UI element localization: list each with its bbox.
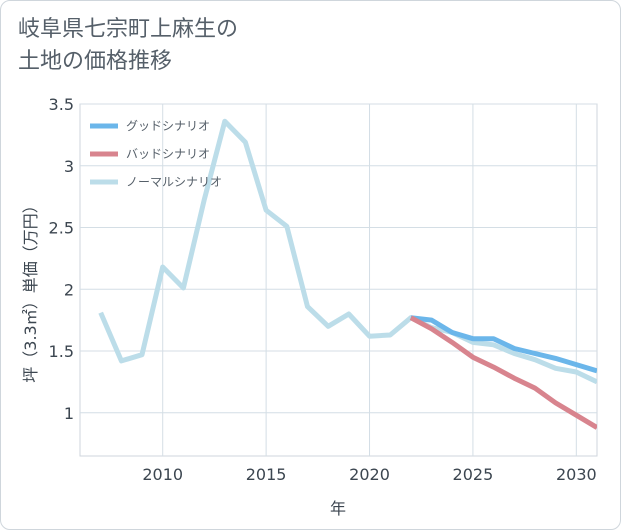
x-tick-label: 2010	[142, 465, 183, 484]
x-tick-label: 2025	[453, 465, 494, 484]
y-tick-label: 2.5	[49, 219, 74, 238]
chart-title-line-1: 岐阜県七宗町上麻生の	[18, 17, 239, 42]
x-axis-label: 年	[330, 499, 346, 518]
chart-title: 岐阜県七宗町上麻生の 土地の価格推移	[18, 14, 578, 78]
series-line	[409, 315, 597, 430]
chart-title-line-2: 土地の価格推移	[18, 49, 173, 74]
series-lines	[98, 118, 597, 430]
legend-label: ノーマルシナリオ	[126, 175, 222, 189]
y-tick-label: 1	[64, 404, 74, 423]
y-tick-label: 2	[64, 280, 74, 299]
series-line	[98, 118, 597, 385]
y-tick-label: 3	[64, 157, 74, 176]
series-line	[410, 315, 597, 374]
x-tick-label: 2020	[349, 465, 390, 484]
y-tick-label: 3.5	[49, 95, 74, 114]
plot-area	[79, 103, 598, 457]
y-tick-label: 1.5	[49, 342, 74, 361]
legend-label: グッドシナリオ	[126, 119, 210, 133]
x-tick-label: 2030	[556, 465, 597, 484]
y-axis-ticks: 1 1.5 2 2.5 3 3.5	[49, 95, 74, 423]
legend-label: バッドシナリオ	[126, 147, 210, 161]
x-tick-label: 2015	[246, 465, 287, 484]
y-axis-label: 坪（3.3㎡）単価（万円）	[21, 197, 40, 382]
x-axis-ticks: 2010 2015 2020 2025 2030	[142, 465, 596, 484]
